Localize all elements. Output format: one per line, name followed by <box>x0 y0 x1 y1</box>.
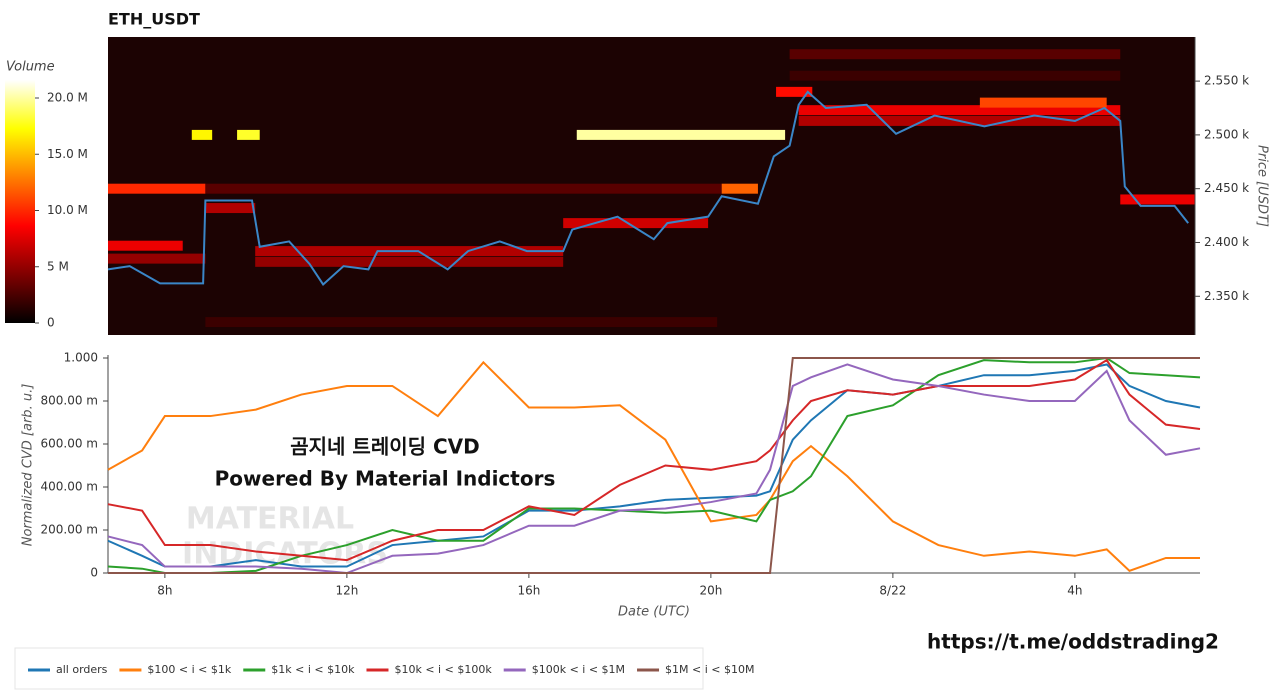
x-tick-label: 8h <box>157 584 172 598</box>
heat-cell <box>576 129 786 140</box>
colorbar-tick-label: 20.0 M <box>47 91 88 105</box>
cvd-line <box>108 357 1200 574</box>
y-tick-label: 2.450 k <box>1204 181 1249 195</box>
cvd-line <box>107 363 1201 568</box>
heat-cell <box>255 256 564 267</box>
colorbar <box>5 80 35 323</box>
x-tick-label: 8/22 <box>879 584 906 598</box>
heat-cell <box>205 317 718 328</box>
chart-title: ETH_USDT <box>108 10 200 29</box>
y-tick-label: 2.500 k <box>1204 127 1249 141</box>
price-line <box>107 90 1189 286</box>
heat-cell <box>237 129 260 140</box>
cvd-line <box>107 358 1201 562</box>
legend-label: all orders <box>56 663 108 676</box>
colorbar-tick-label: 10.0 M <box>47 203 88 217</box>
y-tick-label: 600.00 m <box>41 437 99 451</box>
x-axis-label: Date (UTC) <box>618 605 690 620</box>
heat-cell <box>979 97 1107 108</box>
colorbar-tick-label: 5 M <box>47 259 69 273</box>
y-tick-label: 2.350 k <box>1204 289 1249 303</box>
heat-cell <box>721 183 758 194</box>
heat-cell <box>205 203 256 214</box>
heat-cell <box>108 240 183 251</box>
heat-cell <box>563 218 709 229</box>
heat-cell <box>108 183 206 194</box>
legend-label: $1k < i < $10k <box>271 663 355 676</box>
cvd-line <box>107 356 1201 574</box>
heat-cell <box>205 183 722 194</box>
cvd-line <box>107 360 1200 572</box>
colorbar-tick-label: 0 <box>47 316 55 330</box>
y-tick-label: 2.400 k <box>1204 235 1249 249</box>
footer-link: https://t.me/oddstrading2 <box>927 630 1219 654</box>
y-tick-label: 400.00 m <box>41 480 99 494</box>
y-tick-label: 0 <box>90 566 98 580</box>
x-tick-label: 12h <box>335 584 358 598</box>
colorbar-title: Volume <box>6 60 55 75</box>
cvd-line <box>107 363 1201 575</box>
heat-cell <box>776 86 813 97</box>
x-tick-label: 4h <box>1067 584 1082 598</box>
x-tick-label: 16h <box>517 584 540 598</box>
annotation: Powered By Material Indictors <box>215 467 556 491</box>
y-axis-label: Price [USDT] <box>1255 145 1270 227</box>
legend-label: $100 < i < $1k <box>147 663 231 676</box>
heat-cell <box>191 129 213 140</box>
legend-label: $10k < i < $100k <box>394 663 492 676</box>
watermark: MATERIAL <box>186 502 354 537</box>
y-axis-label: Normalized CVD [arb. u.] <box>21 384 36 547</box>
y-tick-label: 200.00 m <box>41 523 99 537</box>
heat-cell <box>108 253 206 264</box>
x-tick-label: 20h <box>699 584 722 598</box>
heat-cell <box>798 105 1121 116</box>
heat-cell <box>1120 194 1195 205</box>
heat-cell <box>789 70 1121 81</box>
y-tick-label: 1.000 <box>64 351 98 365</box>
legend-label: $100k < i < $1M <box>532 663 625 676</box>
y-tick-label: 2.550 k <box>1204 74 1249 88</box>
heat-cell <box>789 49 1121 60</box>
colorbar-tick-label: 15.0 M <box>47 147 88 161</box>
y-tick-label: 800.00 m <box>41 394 99 408</box>
annotation: 곰지네 트레이딩 CVD <box>290 435 479 459</box>
legend-label: $1M < i < $10M <box>665 663 754 676</box>
